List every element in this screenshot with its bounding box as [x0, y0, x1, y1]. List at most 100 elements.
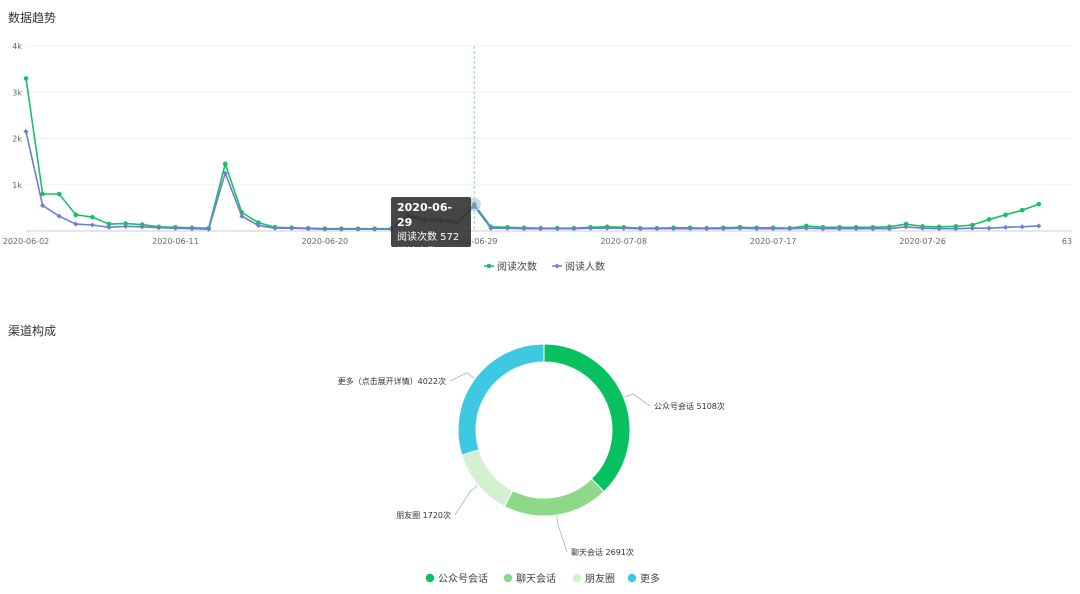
legend-label: 公众号会话	[438, 572, 488, 585]
slice-label-line	[556, 516, 568, 553]
data-point[interactable]	[189, 226, 195, 232]
data-point[interactable]	[305, 226, 311, 232]
data-point[interactable]	[289, 225, 295, 231]
pie-legend[interactable]: 公众号会话 聊天会话 朋友圈 更多	[425, 572, 660, 585]
x-tick-label: 2020-06-20	[302, 237, 349, 246]
x-tick-label: 2020-07-26	[899, 237, 946, 246]
legend-marker	[627, 573, 637, 583]
chart-tooltip: 2020-06-29 阅读次数 572 阅读人数 535	[391, 197, 471, 258]
slice-label-line	[624, 393, 651, 407]
data-point[interactable]	[23, 76, 29, 81]
data-point[interactable]	[123, 221, 128, 226]
data-point[interactable]	[56, 191, 62, 197]
x-tick-label: 2020-06-02	[3, 237, 50, 246]
legend-marker	[486, 263, 492, 269]
slice-label: 聊天会话 2691次	[571, 547, 634, 557]
slice-label: 朋友圈 1720次	[396, 510, 451, 520]
x-tick-label: 2020-06-29	[451, 237, 498, 246]
data-point[interactable]	[222, 170, 228, 176]
x-tick-label: 2020-07-08	[600, 237, 647, 246]
slice-label: 公众号会话 5108次	[654, 401, 725, 411]
channel-section-title: 渠道构成	[8, 324, 57, 338]
legend-chat[interactable]: 聊天会话	[503, 572, 556, 585]
legend-item-reads[interactable]: 阅读次数	[484, 260, 537, 273]
y-tick-label: 1k	[12, 181, 22, 190]
data-point[interactable]	[256, 220, 261, 225]
data-point[interactable]	[770, 226, 776, 232]
slice-official-account[interactable]	[543, 343, 631, 493]
data-point[interactable]	[504, 225, 511, 231]
data-point[interactable]	[73, 221, 79, 227]
trend-section-title: 数据趋势	[8, 11, 57, 25]
data-point[interactable]	[853, 226, 859, 232]
data-point[interactable]	[1036, 201, 1042, 207]
data-point[interactable]	[89, 222, 95, 228]
series-line	[25, 78, 1040, 230]
data-point[interactable]	[106, 221, 112, 227]
x-tick-label: 2020-07-17	[750, 237, 797, 246]
data-point[interactable]	[488, 225, 494, 231]
slice-moments[interactable]	[461, 449, 514, 508]
slice-chat[interactable]	[503, 478, 605, 517]
data-point[interactable]	[123, 223, 129, 229]
y-grid	[26, 45, 1072, 232]
series-group[interactable]	[23, 76, 1042, 232]
data-point[interactable]	[969, 225, 975, 231]
legend-label: 更多	[640, 572, 660, 585]
data-point[interactable]	[986, 225, 992, 231]
data-point[interactable]	[1003, 212, 1008, 218]
data-point[interactable]	[40, 203, 46, 209]
data-point[interactable]	[1019, 207, 1025, 213]
legend-marker	[572, 573, 582, 583]
data-point[interactable]	[903, 224, 909, 230]
data-point[interactable]	[687, 226, 693, 232]
y-tick-label: 3k	[12, 88, 22, 97]
data-point[interactable]	[322, 226, 328, 232]
slice-label-line	[454, 485, 478, 516]
legend-item-readers[interactable]: 阅读人数	[552, 260, 605, 273]
slice-label: 更多（点击展开详情）4022次	[338, 376, 446, 386]
data-point[interactable]	[986, 217, 992, 222]
data-point[interactable]	[471, 203, 477, 209]
y-tick-label: 4k	[12, 42, 22, 51]
x-axis: 2020-06-02 2020-06-11 2020-06-20 2020-06-29…	[3, 237, 1072, 246]
data-point[interactable]	[355, 226, 361, 232]
data-point[interactable]	[40, 191, 45, 197]
y-axis: 1k 2k 3k 4k	[12, 42, 22, 190]
data-point[interactable]	[222, 161, 228, 167]
legend-label: 阅读人数	[565, 260, 605, 273]
legend-moments[interactable]: 朋友圈	[572, 572, 615, 585]
legend-marker	[425, 573, 435, 583]
data-point[interactable]	[23, 129, 29, 135]
data-point[interactable]	[90, 214, 95, 220]
data-point[interactable]	[106, 224, 112, 230]
data-point[interactable]	[73, 212, 79, 218]
data-point[interactable]	[1036, 223, 1042, 229]
data-point[interactable]	[1019, 224, 1025, 230]
data-point[interactable]	[1003, 224, 1009, 230]
legend-more[interactable]: 更多	[627, 572, 660, 585]
data-point[interactable]	[239, 213, 245, 219]
data-point[interactable]	[139, 224, 145, 230]
pie-slices[interactable]	[457, 343, 631, 517]
data-point[interactable]	[338, 226, 345, 232]
data-point[interactable]	[936, 226, 942, 232]
tooltip-readers: 阅读人数 535	[397, 247, 460, 258]
legend-label: 朋友圈	[585, 572, 615, 585]
slice-more[interactable]	[457, 343, 545, 456]
series-reads[interactable]	[23, 76, 1042, 231]
data-point[interactable]	[156, 225, 162, 231]
legend-marker	[503, 573, 513, 583]
line-legend[interactable]: 阅读次数 阅读人数	[484, 260, 605, 273]
legend-official-account[interactable]: 公众号会话	[425, 572, 488, 585]
data-point[interactable]	[654, 226, 660, 232]
data-point[interactable]	[571, 226, 577, 232]
data-point[interactable]	[172, 225, 178, 231]
data-point[interactable]	[272, 225, 278, 231]
data-point[interactable]	[903, 221, 909, 227]
series-readers[interactable]	[23, 129, 1042, 232]
data-point[interactable]	[970, 222, 975, 228]
data-point[interactable]	[206, 226, 212, 232]
